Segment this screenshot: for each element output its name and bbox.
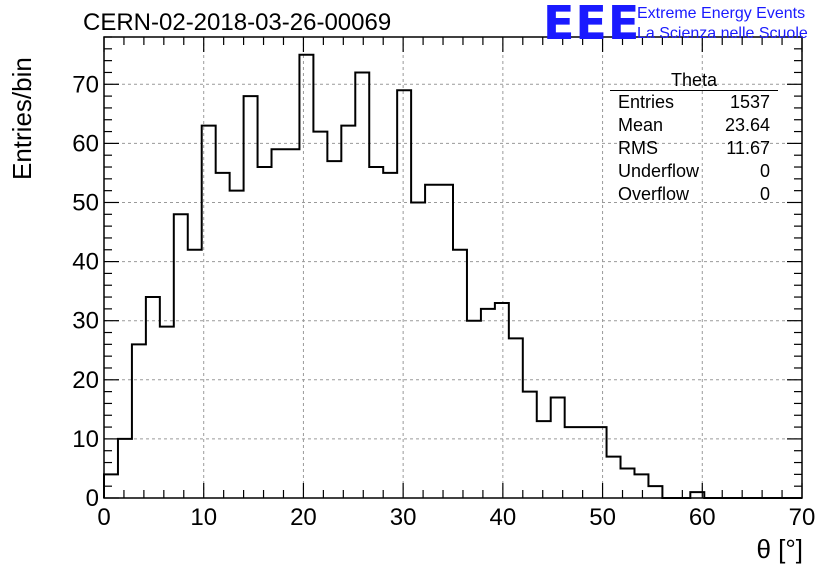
x-tick-label: 20: [290, 504, 317, 531]
x-tick-label: 30: [390, 504, 417, 531]
stats-box-title: Theta: [610, 70, 778, 91]
stats-box: Theta Entries 1537 Mean 23.64 RMS 11.67 Und…: [610, 70, 778, 206]
grid-lines: [104, 37, 802, 498]
stats-label: Overflow: [618, 184, 690, 204]
stats-value: 11.67: [726, 138, 770, 158]
y-tick-label: 40: [72, 249, 99, 276]
y-tick-label: 60: [72, 130, 99, 157]
stats-row: Mean 23.64: [610, 114, 778, 137]
stats-value: 0: [759, 161, 770, 181]
stats-label: Entries: [618, 92, 675, 112]
logo-line-2: La Scienza nelle Scuole: [637, 25, 808, 42]
stats-label: RMS: [618, 138, 658, 158]
y-tick-label: 20: [72, 367, 99, 394]
y-tick-label: 10: [72, 426, 99, 453]
eee-logo-text: Extreme Energy Events La Scienza nelle S…: [637, 4, 808, 44]
stats-value: 0: [759, 184, 770, 204]
x-axis-label: θ [°]: [756, 534, 803, 564]
y-tick-label: 50: [72, 189, 99, 216]
histogram-series: [103, 53, 802, 499]
y-tick-label: 0: [86, 485, 99, 512]
x-tick-label: 70: [789, 504, 816, 531]
eee-logo: EEE: [543, 0, 641, 50]
stats-value: 1537: [729, 92, 770, 112]
stats-label: Mean: [618, 115, 664, 135]
run-title: CERN-02-2018-03-26-00069: [83, 9, 392, 36]
stats-row: Entries 1537: [610, 91, 778, 114]
plot-frame: [103, 36, 803, 499]
y-tick-label: 30: [72, 308, 99, 335]
y-tick-label: 70: [72, 71, 99, 98]
stats-value: 23.64: [724, 115, 770, 135]
tick-labels: 0 10 20 30 40 50 60 70 0 10 20 30 40 50 60 70: [72, 71, 815, 531]
x-tick-label: 10: [190, 504, 217, 531]
stats-row: Underflow 0: [610, 160, 778, 183]
stats-label: Underflow: [618, 161, 700, 181]
stats-row: Overflow 0: [610, 183, 778, 206]
logo-line-1: Extreme Energy Events: [637, 5, 806, 22]
x-tick-label: 60: [689, 504, 716, 531]
x-tick-label: 50: [589, 504, 616, 531]
x-tick-label: 40: [490, 504, 517, 531]
y-axis-label: Entries/bin: [7, 57, 37, 180]
x-tick-label: 0: [97, 504, 110, 531]
histogram-line: [103, 53, 802, 499]
stats-row: RMS 11.67: [610, 137, 778, 160]
axis-ticks: [103, 36, 803, 499]
